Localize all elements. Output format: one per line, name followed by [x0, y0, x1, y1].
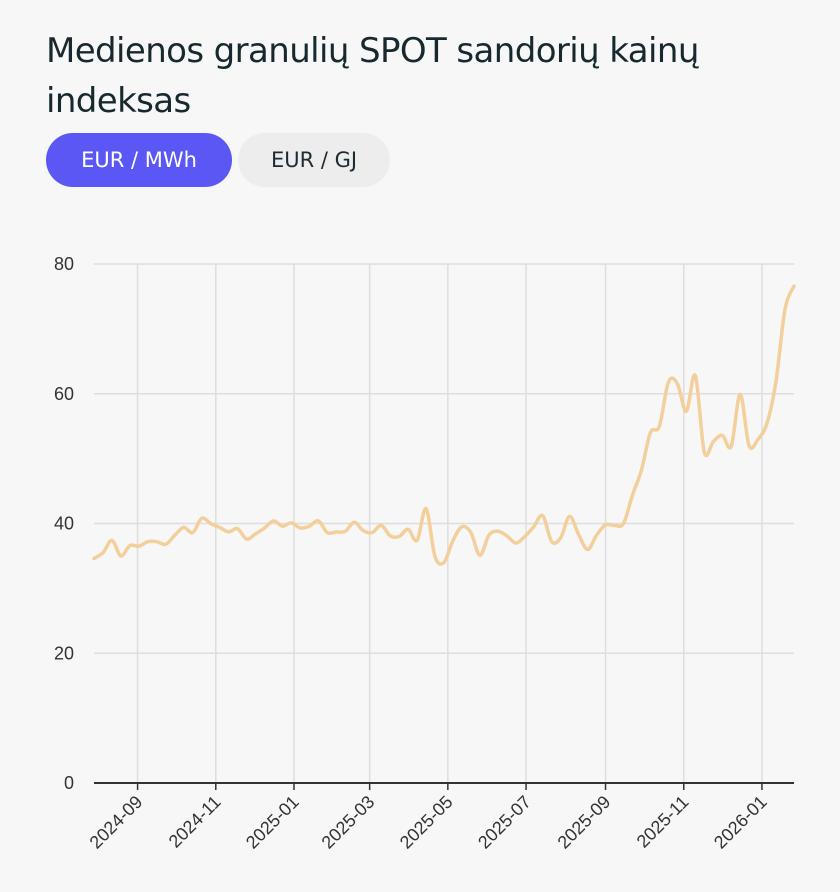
y-tick-label: 0 [64, 773, 74, 793]
x-tick-label: 2025-03 [318, 792, 379, 853]
x-tick-label: 2025-05 [396, 792, 457, 853]
unit-toggle-eur-mwh[interactable]: EUR / MWh [46, 133, 232, 187]
y-tick-label: 20 [54, 643, 74, 663]
x-tick-label: 2026-01 [710, 792, 771, 853]
x-axis-ticks: 2024-09 2024-11 2025-01 2025-03 2025-05 2025-… [86, 783, 771, 853]
chart-title: Medienos granulių SPOT sandorių kainų in… [46, 31, 699, 121]
x-tick-label: 2025-09 [554, 792, 615, 853]
x-tick-label: 2024-11 [165, 792, 225, 852]
y-tick-label: 40 [54, 514, 74, 534]
series-line [92, 284, 796, 566]
y-tick-label: 60 [54, 384, 74, 404]
x-tick-label: 2025-11 [633, 792, 693, 852]
x-tick-label: 2025-07 [474, 792, 535, 853]
x-tick-label: 2025-01 [242, 792, 303, 853]
x-tick-label: 2024-09 [86, 792, 147, 853]
unit-toggle-eur-gj[interactable]: EUR / GJ [238, 133, 390, 187]
y-tick-label: 80 [54, 254, 74, 274]
y-axis-ticks: 0 20 40 60 80 [54, 254, 74, 793]
